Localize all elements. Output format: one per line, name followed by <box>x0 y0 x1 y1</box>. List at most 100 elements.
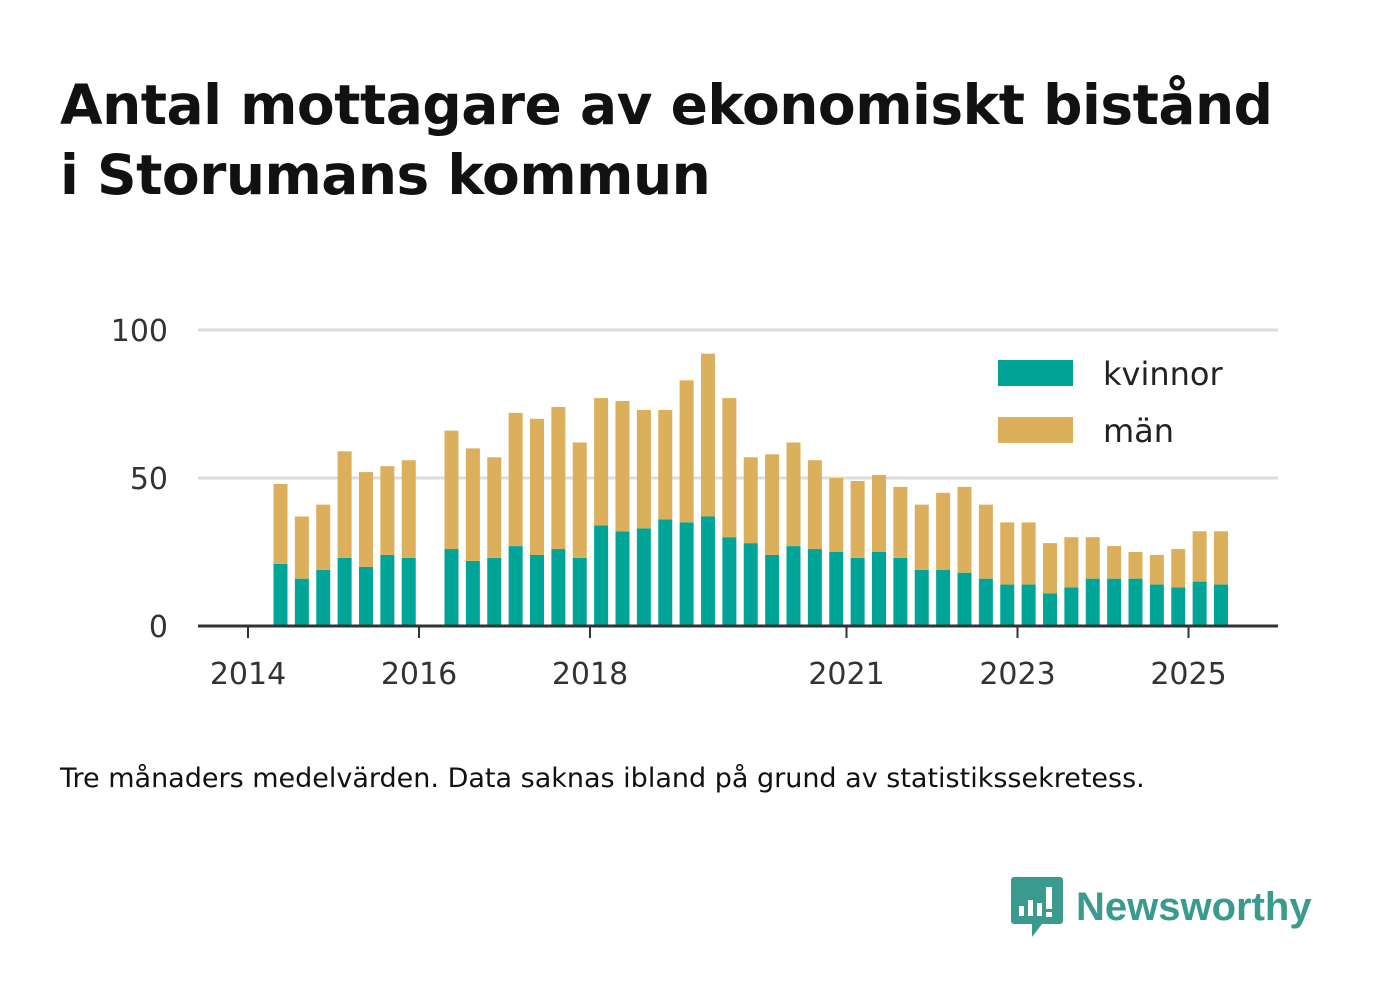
bar-man <box>1085 537 1100 579</box>
bar-kvinnor <box>893 557 908 626</box>
bar-kvinnor <box>1128 578 1143 626</box>
brand-logo: Newsworthy <box>1010 875 1312 939</box>
footnote: Tre månaders medelvärden. Data saknas ib… <box>60 763 1145 794</box>
legend: kvinnor män <box>998 355 1224 450</box>
bar-kvinnor <box>722 537 737 626</box>
x-tick-label: 2018 <box>552 657 628 692</box>
bar-man <box>1043 543 1057 594</box>
bar-kvinnor <box>401 557 416 626</box>
x-tick-label: 2021 <box>808 657 884 692</box>
title-line-2: i Storumans kommun <box>60 143 711 207</box>
bar-man <box>594 398 609 526</box>
bar-man <box>401 460 416 558</box>
bar-kvinnor <box>508 546 523 626</box>
x-axis-tick-labels: 2014 2016 2018 2021 2023 2025 <box>210 657 1227 692</box>
bars <box>273 353 1228 626</box>
brand-name: Newsworthy <box>1076 884 1312 929</box>
bar-kvinnor <box>1000 584 1015 626</box>
bar-kvinnor <box>273 563 288 626</box>
bar-kvinnor <box>1214 584 1228 626</box>
bar-kvinnor <box>1021 584 1036 626</box>
bar-kvinnor <box>337 557 352 626</box>
bar-kvinnor <box>807 549 822 626</box>
bar-kvinnor <box>294 578 309 626</box>
bar-kvinnor <box>551 549 566 626</box>
bar-kvinnor <box>743 543 758 626</box>
bar-man <box>572 442 587 558</box>
bar-man <box>1064 537 1079 588</box>
bar-man <box>551 406 566 550</box>
bar-man <box>1149 554 1164 585</box>
bar-man <box>743 457 758 544</box>
bar-man <box>636 409 651 529</box>
y-tick-label: 0 <box>149 610 168 645</box>
bar-man <box>487 457 502 558</box>
bar-man <box>615 401 630 532</box>
legend-label: män <box>1103 412 1174 450</box>
bar-man <box>807 460 822 550</box>
bar-kvinnor <box>701 516 715 626</box>
chart-title: Antal mottagare av ekonomiskt bistånd i … <box>60 70 1340 210</box>
bar-man <box>465 448 480 561</box>
bar-kvinnor <box>1107 578 1122 626</box>
bar-man <box>273 483 288 564</box>
bar-man <box>1021 522 1036 585</box>
bar-kvinnor <box>380 554 395 626</box>
bar-man <box>765 454 780 555</box>
bar-man <box>914 504 929 570</box>
bar-man <box>978 504 993 579</box>
bar-man <box>380 466 395 555</box>
bar-man <box>359 472 373 567</box>
bar-man <box>1192 531 1207 582</box>
bar-kvinnor <box>914 569 929 626</box>
bar-man <box>444 430 459 550</box>
bar-kvinnor <box>679 522 694 626</box>
bar-kvinnor <box>615 531 630 626</box>
bar-man <box>530 418 544 555</box>
bar-man <box>658 409 673 520</box>
bar-man <box>872 475 886 552</box>
bar-kvinnor <box>316 569 331 626</box>
bar-man <box>1128 552 1143 579</box>
bar-kvinnor <box>1192 581 1207 626</box>
bar-kvinnor <box>978 578 993 626</box>
bar-man <box>722 398 737 538</box>
bar-kvinnor <box>936 569 951 626</box>
bar-man <box>316 504 331 570</box>
bar-kvinnor <box>530 554 544 626</box>
bar-kvinnor <box>1171 587 1186 626</box>
bar-man <box>679 380 694 523</box>
bar-man <box>786 442 801 547</box>
bar-man <box>701 353 715 517</box>
x-axis <box>198 624 1278 638</box>
y-tick-label: 100 <box>111 314 168 349</box>
bar-man <box>936 492 951 570</box>
title-line-1: Antal mottagare av ekonomiskt bistånd <box>60 73 1273 137</box>
bar-kvinnor <box>1149 584 1164 626</box>
gridlines <box>198 328 1278 480</box>
bar-man <box>508 412 523 547</box>
bar-man <box>957 486 972 573</box>
bar-kvinnor <box>786 546 801 626</box>
bar-kvinnor <box>1043 593 1057 626</box>
bar-kvinnor <box>658 519 673 626</box>
bar-kvinnor <box>850 557 865 626</box>
bar-man <box>1107 546 1122 579</box>
bar-man <box>337 451 352 558</box>
bar-kvinnor <box>957 572 972 626</box>
bar-kvinnor <box>1085 578 1100 626</box>
x-tick-label: 2014 <box>210 657 286 692</box>
y-tick-label: 50 <box>130 462 168 497</box>
bar-kvinnor <box>359 566 373 626</box>
x-tick-label: 2016 <box>381 657 457 692</box>
bar-man <box>893 486 908 558</box>
bar-kvinnor <box>572 557 587 626</box>
legend-swatch <box>998 360 1073 386</box>
legend-swatch <box>998 417 1073 443</box>
bar-kvinnor <box>594 525 609 626</box>
y-axis-tick-labels: 0 50 100 <box>111 314 168 645</box>
x-tick-label: 2025 <box>1150 657 1226 692</box>
newsworthy-logo-icon <box>1011 877 1063 937</box>
x-tick-label: 2023 <box>979 657 1055 692</box>
bar-kvinnor <box>487 557 502 626</box>
